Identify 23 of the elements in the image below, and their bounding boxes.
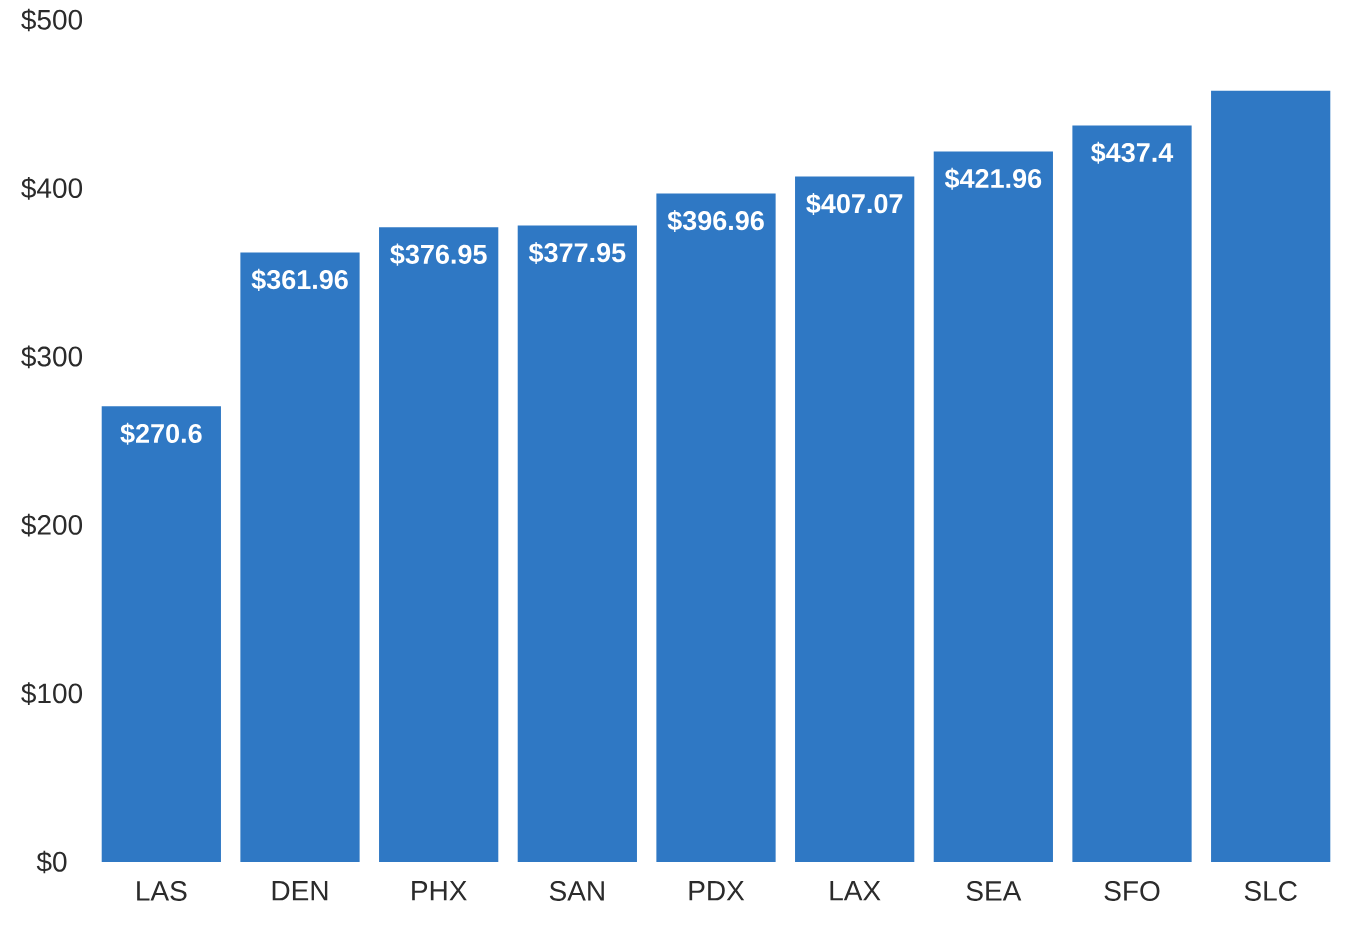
x-tick-label: PDX <box>689 881 745 901</box>
data-label: $407.07 <box>806 192 903 215</box>
data-label: $396.96 <box>667 209 764 232</box>
x-tick-label: LAS <box>137 881 187 901</box>
x-tick-label: SFO <box>1104 881 1160 901</box>
x-tick-label: PHX <box>412 881 467 901</box>
y-tick-label: $400 <box>21 177 83 200</box>
x-tick-label: DEN <box>272 881 328 901</box>
y-tick-label: $0 <box>36 850 67 874</box>
data-label: $377.95 <box>528 241 626 264</box>
y-tick-label: $500 <box>21 8 83 32</box>
data-label: $437.4 <box>1091 141 1174 164</box>
x-tick-label: LAX <box>830 881 881 901</box>
data-label: $376.95 <box>390 243 487 266</box>
y-tick-label: $300 <box>21 345 83 369</box>
x-tick-label: SLC <box>1244 881 1297 901</box>
data-label: $361.96 <box>251 268 348 291</box>
y-tick-label: $100 <box>21 682 83 705</box>
y-tick-label: $200 <box>21 513 83 537</box>
x-tick-label: SAN <box>549 881 604 901</box>
data-label: $270.6 <box>120 422 202 445</box>
x-tick-label: SEA <box>966 881 1022 901</box>
data-label: $421.96 <box>944 167 1042 190</box>
